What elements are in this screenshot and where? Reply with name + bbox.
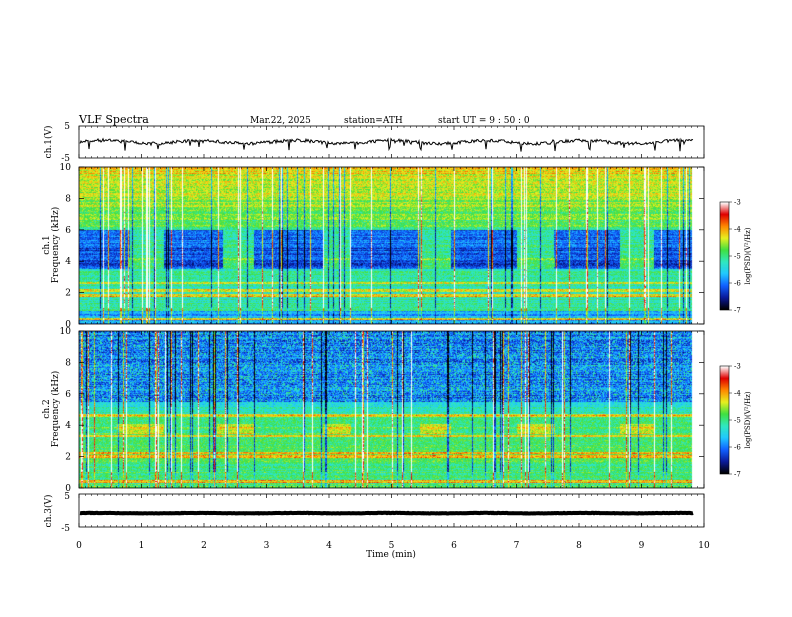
y-tick-label: 2 bbox=[65, 289, 71, 299]
x-tick-label: 4 bbox=[326, 541, 332, 551]
y-tick-label: 6 bbox=[65, 390, 71, 400]
x-tick-label: 6 bbox=[451, 541, 457, 551]
y-tick-label: 8 bbox=[65, 358, 71, 368]
station-label: station=ATH bbox=[344, 116, 403, 126]
colorbar-tick-label: -5 bbox=[734, 253, 741, 261]
colorbar-tick-label: -4 bbox=[734, 226, 741, 234]
x-tick-label: 0 bbox=[76, 541, 82, 551]
ch1-spectrogram-ylabel-line2: Frequency (kHz) bbox=[50, 207, 61, 284]
y-tick-label: 10 bbox=[60, 163, 72, 173]
date-label: Mar.22, 2025 bbox=[250, 116, 311, 126]
ch1-ytick-top: 5 bbox=[64, 122, 70, 132]
ch2-colorbar-label: log(PSD)(V²/Hz) bbox=[744, 391, 752, 448]
ch3-ytick-bottom: -5 bbox=[61, 524, 70, 534]
y-tick-label: 4 bbox=[65, 257, 71, 267]
ch1-waveform-trace bbox=[79, 137, 694, 152]
y-tick-label: 8 bbox=[65, 194, 71, 204]
colorbar-tick-label: -6 bbox=[734, 280, 741, 288]
ch3-waveform-panel: 5 -5 ch.3(V) bbox=[43, 492, 705, 534]
x-tick-label: 1 bbox=[139, 541, 145, 551]
start-ut-label: start UT = 9 : 50 : 0 bbox=[438, 116, 530, 126]
x-tick-label: 10 bbox=[698, 541, 710, 551]
ch1-colorbar bbox=[720, 202, 729, 310]
ch2-spectrogram-heatmap bbox=[79, 331, 704, 488]
figure-title: VLF Spectra bbox=[78, 113, 149, 126]
colorbar-tick-label: -7 bbox=[734, 307, 741, 315]
x-tick-label: 3 bbox=[264, 541, 270, 551]
x-tick-label: 8 bbox=[576, 541, 582, 551]
ch1-spectrogram-ylabel-line1: ch.1 bbox=[42, 235, 52, 254]
colorbar-tick-label: -6 bbox=[734, 444, 741, 452]
x-tick-label: 7 bbox=[514, 541, 520, 551]
x-tick-label: 5 bbox=[389, 541, 395, 551]
x-tick-label: 9 bbox=[639, 541, 645, 551]
y-tick-label: 2 bbox=[65, 453, 71, 463]
ch3-waveform-trace bbox=[79, 510, 694, 516]
x-tick-label: 2 bbox=[201, 541, 207, 551]
ch3-ylabel: ch.3(V) bbox=[43, 495, 54, 528]
ch1-ylabel: ch.1(V) bbox=[43, 126, 54, 159]
x-axis-tick-labels: 0 1 2 3 4 5 6 7 8 9 10 bbox=[76, 541, 710, 551]
colorbar-tick-label: -3 bbox=[734, 199, 741, 207]
ch3-panel-frame bbox=[78, 493, 705, 528]
x-axis-label: Time (min) bbox=[366, 549, 416, 560]
ch2-spectrogram-ylabel-line2: Frequency (kHz) bbox=[50, 371, 61, 448]
y-tick-label: 0 bbox=[65, 320, 71, 330]
colorbar-tick-label: -4 bbox=[734, 390, 741, 398]
y-tick-label: 6 bbox=[65, 226, 71, 236]
ch1-spectrogram-heatmap bbox=[79, 167, 704, 324]
ch2-spectrogram-ylabel-line1: ch.2 bbox=[42, 399, 52, 418]
ch2-colorbar bbox=[720, 366, 729, 474]
colorbar-tick-label: -3 bbox=[734, 363, 741, 371]
y-tick-label: 10 bbox=[60, 327, 72, 337]
x-axis-ticks bbox=[78, 126, 705, 527]
colorbar-tick-label: -5 bbox=[734, 417, 741, 425]
y-tick-label: 0 bbox=[65, 484, 71, 494]
y-tick-label: 4 bbox=[65, 421, 71, 431]
ch1-waveform-panel: 5 -5 ch.1(V) bbox=[43, 122, 705, 164]
ch3-ytick-top: 5 bbox=[64, 492, 70, 502]
colorbar-tick-label: -7 bbox=[734, 471, 741, 479]
ch1-colorbar-label: log(PSD)(V²/Hz) bbox=[744, 227, 752, 284]
ch1-ytick-bottom: -5 bbox=[61, 154, 70, 164]
